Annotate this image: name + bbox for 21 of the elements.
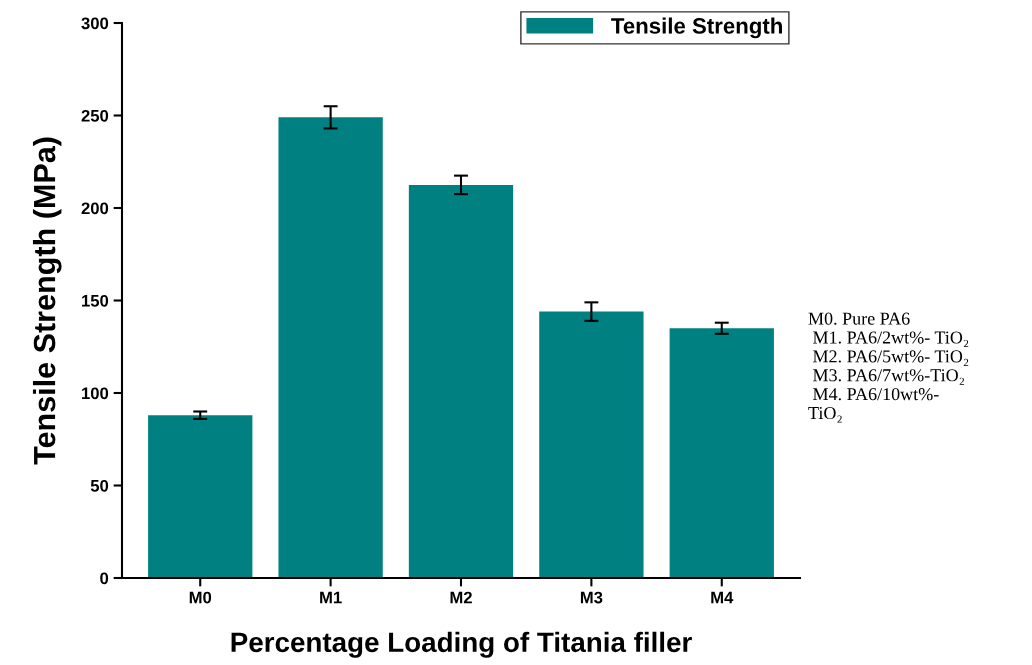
y-tick-label: 100 (82, 387, 109, 400)
bar (669, 328, 774, 578)
bar (148, 415, 253, 578)
bar (408, 184, 514, 578)
y-tick-label: 150 (82, 294, 109, 307)
x-tick-label: M2 (450, 591, 472, 604)
y-axis-title: Tensile Strength (MPa) (32, 137, 62, 465)
y-tick-label: 50 (90, 479, 109, 492)
x-tick-label: M1 (320, 591, 342, 604)
legend-label: Tensile Strength (611, 17, 782, 39)
bar (278, 117, 383, 578)
y-tick-label: 250 (81, 109, 109, 122)
bar (539, 311, 644, 578)
y-tick-label: 200 (81, 202, 109, 215)
x-tick-label: M4 (711, 591, 734, 604)
y-tick-label: 300 (81, 17, 109, 30)
y-tick-label: 0 (100, 572, 109, 585)
x-tick-label: M3 (580, 591, 603, 604)
x-tick-label: M0 (189, 591, 212, 604)
x-axis-title: Percentage Loading of Titania filler (231, 631, 692, 658)
text: M0. Pure PA6 M1. PA6/2wt%- TiO₂ M2. PA6/5wt%- TiO₂ M3. PA6/7wt%-TiO₂ M4. PA6/10wt%- TiO₂ (808, 312, 969, 423)
